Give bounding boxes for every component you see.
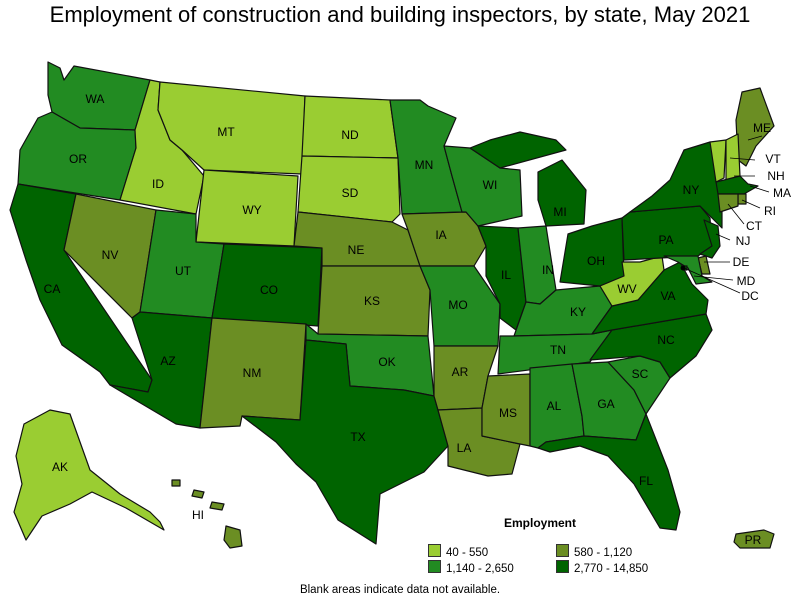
dc-marker: [680, 265, 686, 271]
legend-range: 580 - 1,120: [574, 547, 633, 559]
state-nj[interactable]: [699, 219, 721, 259]
state-label-wv: WV: [617, 282, 636, 296]
state-label-md: MD: [737, 274, 756, 288]
state-label-hi: HI: [192, 508, 204, 522]
state-label-nm: NM: [243, 366, 262, 380]
state-label-or: OR: [69, 152, 87, 166]
state-label-wy: WY: [242, 203, 261, 217]
state-label-de: DE: [733, 255, 750, 269]
state-label-mi: MI: [553, 205, 566, 219]
state-label-va: VA: [660, 289, 675, 303]
state-label-pa: PA: [658, 233, 673, 247]
state-ri[interactable]: [737, 193, 747, 205]
state-pr[interactable]: [733, 529, 775, 549]
state-ks[interactable]: [317, 265, 431, 337]
state-label-sd: SD: [342, 186, 359, 200]
state-label-mo: MO: [448, 298, 467, 312]
state-label-ct: CT: [746, 219, 763, 233]
state-label-tx: TX: [350, 430, 365, 444]
state-label-ar: AR: [452, 365, 469, 379]
state-label-ok: OK: [378, 355, 395, 369]
legend-swatch: [556, 544, 569, 557]
state-label-ne: NE: [348, 243, 365, 257]
state-label-il: IL: [501, 268, 511, 282]
state-label-me: ME: [753, 121, 771, 135]
state-tx[interactable]: [241, 339, 449, 545]
state-label-ak: AK: [52, 460, 68, 474]
state-label-in: IN: [542, 263, 554, 277]
state-ak[interactable]: [13, 409, 165, 541]
state-nd[interactable]: [301, 95, 399, 159]
legend-title: Employment: [504, 516, 577, 530]
state-label-ks: KS: [364, 294, 380, 308]
state-nh[interactable]: [725, 133, 741, 181]
legend-item: 2,770 - 14,850: [556, 560, 649, 575]
state-label-pr: PR: [745, 533, 762, 547]
state-label-vt: VT: [765, 152, 781, 166]
legend-swatch: [428, 560, 441, 573]
state-label-mt: MT: [217, 125, 235, 139]
state-label-la: LA: [457, 441, 472, 455]
map-title: Employment of construction and building …: [49, 2, 751, 27]
state-label-ms: MS: [499, 406, 517, 420]
legend-item: 40 - 550: [428, 544, 489, 559]
state-me[interactable]: [735, 87, 775, 167]
state-label-mn: MN: [415, 158, 434, 172]
state-label-co: CO: [260, 283, 278, 297]
state-hi[interactable]: [171, 479, 243, 549]
state-label-ut: UT: [175, 264, 192, 278]
state-label-ca: CA: [44, 282, 61, 296]
footnote: Blank areas indicate data not available.: [299, 584, 501, 596]
state-label-nh: NH: [767, 169, 784, 183]
state-label-nd: ND: [341, 128, 359, 142]
state-label-sc: SC: [632, 367, 649, 381]
state-label-wi: WI: [483, 178, 498, 192]
legend-item: 1,140 - 2,650: [428, 560, 514, 575]
legend-swatch: [428, 544, 441, 557]
legend-range: 2,770 - 14,850: [574, 563, 649, 575]
us-state-map: WA OR CA ID NV MT WY UT AZ CO NM ND SD N…: [9, 61, 791, 549]
state-label-al: AL: [547, 399, 562, 413]
state-label-id: ID: [152, 177, 164, 191]
legend-range: 40 - 550: [446, 547, 489, 559]
state-oh[interactable]: [559, 217, 625, 287]
state-label-wa: WA: [86, 92, 105, 106]
state-label-az: AZ: [160, 354, 175, 368]
state-label-nv: NV: [102, 248, 119, 262]
state-label-ia: IA: [435, 228, 446, 242]
state-mi[interactable]: [469, 131, 587, 227]
state-label-nc: NC: [657, 333, 675, 347]
state-label-nj: NJ: [736, 234, 751, 248]
state-label-dc: DC: [741, 289, 759, 303]
state-fl[interactable]: [537, 413, 681, 531]
legend: Employment 40 - 550 580 - 1,120 1,140 - …: [420, 516, 680, 580]
state-sd[interactable]: [297, 155, 401, 223]
state-label-oh: OH: [587, 254, 605, 268]
state-label-ny: NY: [683, 183, 700, 197]
state-label-ga: GA: [597, 397, 614, 411]
label-leader-lines: [683, 135, 770, 294]
state-ct[interactable]: [717, 193, 739, 213]
state-label-ri: RI: [764, 204, 776, 218]
legend-item: 580 - 1,120: [556, 544, 633, 559]
state-label-tn: TN: [550, 343, 566, 357]
state-label-ma: MA: [773, 186, 791, 200]
legend-range: 1,140 - 2,650: [446, 563, 514, 575]
state-label-ky: KY: [570, 305, 586, 319]
legend-swatch: [556, 560, 569, 573]
state-vt[interactable]: [709, 139, 727, 183]
state-label-fl: FL: [639, 474, 653, 488]
